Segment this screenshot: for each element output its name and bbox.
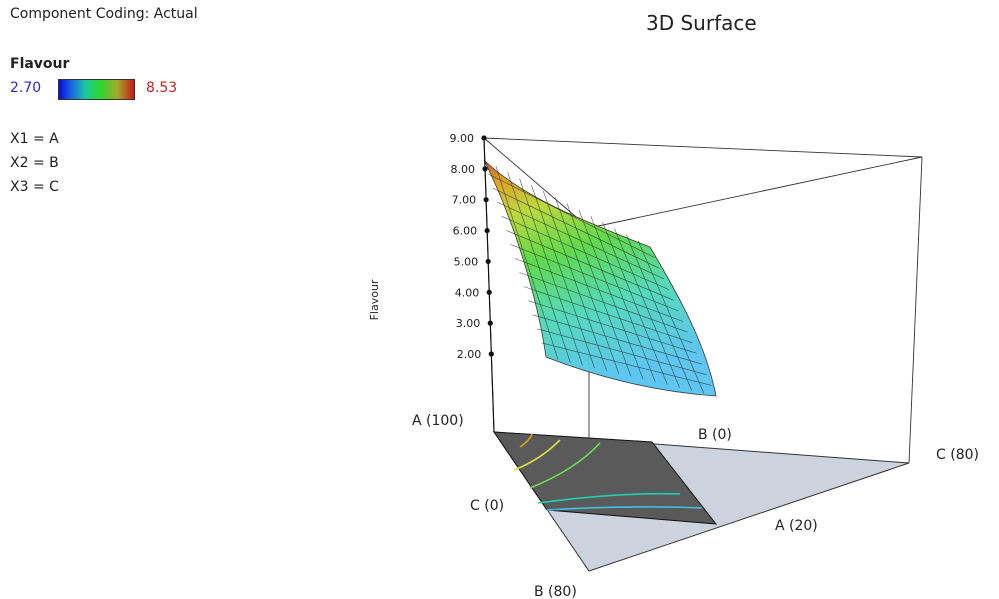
- mesh-line: [519, 272, 688, 333]
- legend-title: Flavour: [10, 56, 70, 72]
- mesh-line: [532, 314, 702, 365]
- contour-line-1: [519, 433, 533, 448]
- z-tick-label: 9.00: [450, 132, 475, 145]
- z-tick-label: 2.00: [457, 348, 482, 361]
- z-tick-label: 6.00: [453, 225, 478, 238]
- equation-x3: X3 = C: [10, 179, 59, 195]
- vertex-label-b: B (80): [534, 584, 577, 599]
- component-coding-text: Component Coding: Actual: [10, 6, 198, 22]
- z-tick-mark: [487, 320, 493, 326]
- mesh-line: [523, 286, 693, 344]
- legend-max-value: 8.53: [146, 80, 178, 96]
- contour-line-3: [529, 442, 601, 489]
- edge-label-b0: B (0): [698, 427, 732, 443]
- z-tick-mark: [486, 289, 492, 295]
- z-tick-mark: [485, 258, 491, 265]
- legend-min-value: 2.70: [10, 80, 42, 96]
- z-tick-mark: [481, 135, 487, 141]
- contour-line-5: [546, 506, 703, 511]
- z-tick-mark: [488, 351, 494, 357]
- z-tick-mark: [483, 197, 489, 203]
- z-axis-ticks: 2.00 3.00 4.00 5.00 6.00 7.00 8.00 9.00: [450, 132, 494, 361]
- vertex-label-a: A (100): [412, 413, 464, 429]
- mesh-line: [614, 228, 680, 388]
- z-tick-mark: [482, 166, 488, 172]
- vertex-label-c: C (80): [936, 447, 979, 463]
- equation-x2: X2 = B: [10, 155, 59, 171]
- legend-colorbar: [58, 79, 135, 100]
- z-axis: [483, 137, 495, 433]
- response-surface: [483, 159, 717, 397]
- z-tick-label: 5.00: [454, 255, 479, 268]
- mesh-line: [541, 342, 712, 386]
- mesh-line: [626, 234, 692, 391]
- contour-line-4: [537, 492, 681, 504]
- component-coding-label: Component Coding: Actual: [10, 6, 198, 22]
- z-tick-label: 4.00: [455, 286, 480, 299]
- equation-x1: X1 = A: [10, 131, 59, 147]
- mesh-line: [590, 215, 656, 383]
- base-simplex: [493, 431, 910, 572]
- contour-line-2: [513, 439, 561, 471]
- edge-label-c0: C (0): [470, 498, 504, 514]
- chart-title: 3D Surface: [646, 11, 757, 35]
- z-tick-label: 3.00: [456, 317, 481, 330]
- surface-mesh: [488, 166, 712, 394]
- base-contours: [513, 433, 703, 511]
- z-tick-mark: [484, 227, 490, 234]
- mesh-line: [528, 300, 698, 354]
- mesh-line: [514, 258, 684, 322]
- edge-label-a20: A (20): [775, 518, 818, 534]
- mesh-line: [578, 209, 644, 380]
- z-tick-label: 8.00: [451, 163, 476, 176]
- mesh-line: [537, 328, 707, 375]
- z-axis-label: Flavour: [368, 279, 381, 320]
- z-tick-label: 7.00: [452, 194, 477, 207]
- mesh-line: [602, 221, 668, 386]
- mesh-line: [637, 240, 705, 394]
